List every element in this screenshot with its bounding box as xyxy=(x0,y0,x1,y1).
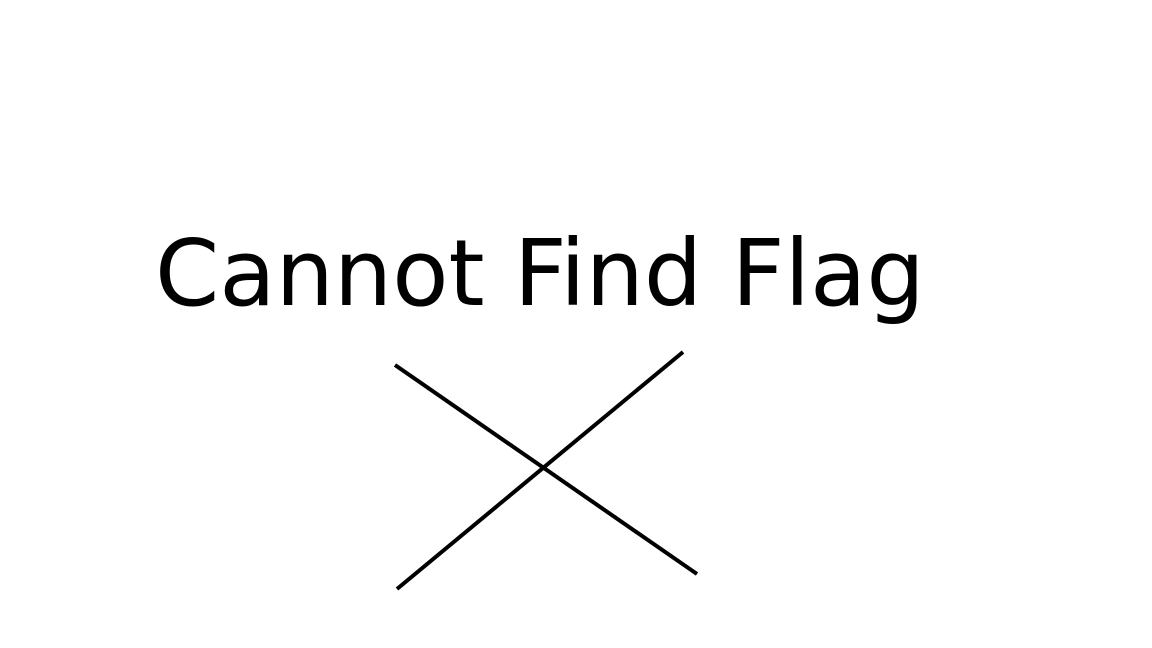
cross-stroke-descending xyxy=(393,363,699,576)
error-message: Cannot Find Flag xyxy=(155,220,925,327)
cross-stroke-ascending xyxy=(395,350,685,591)
